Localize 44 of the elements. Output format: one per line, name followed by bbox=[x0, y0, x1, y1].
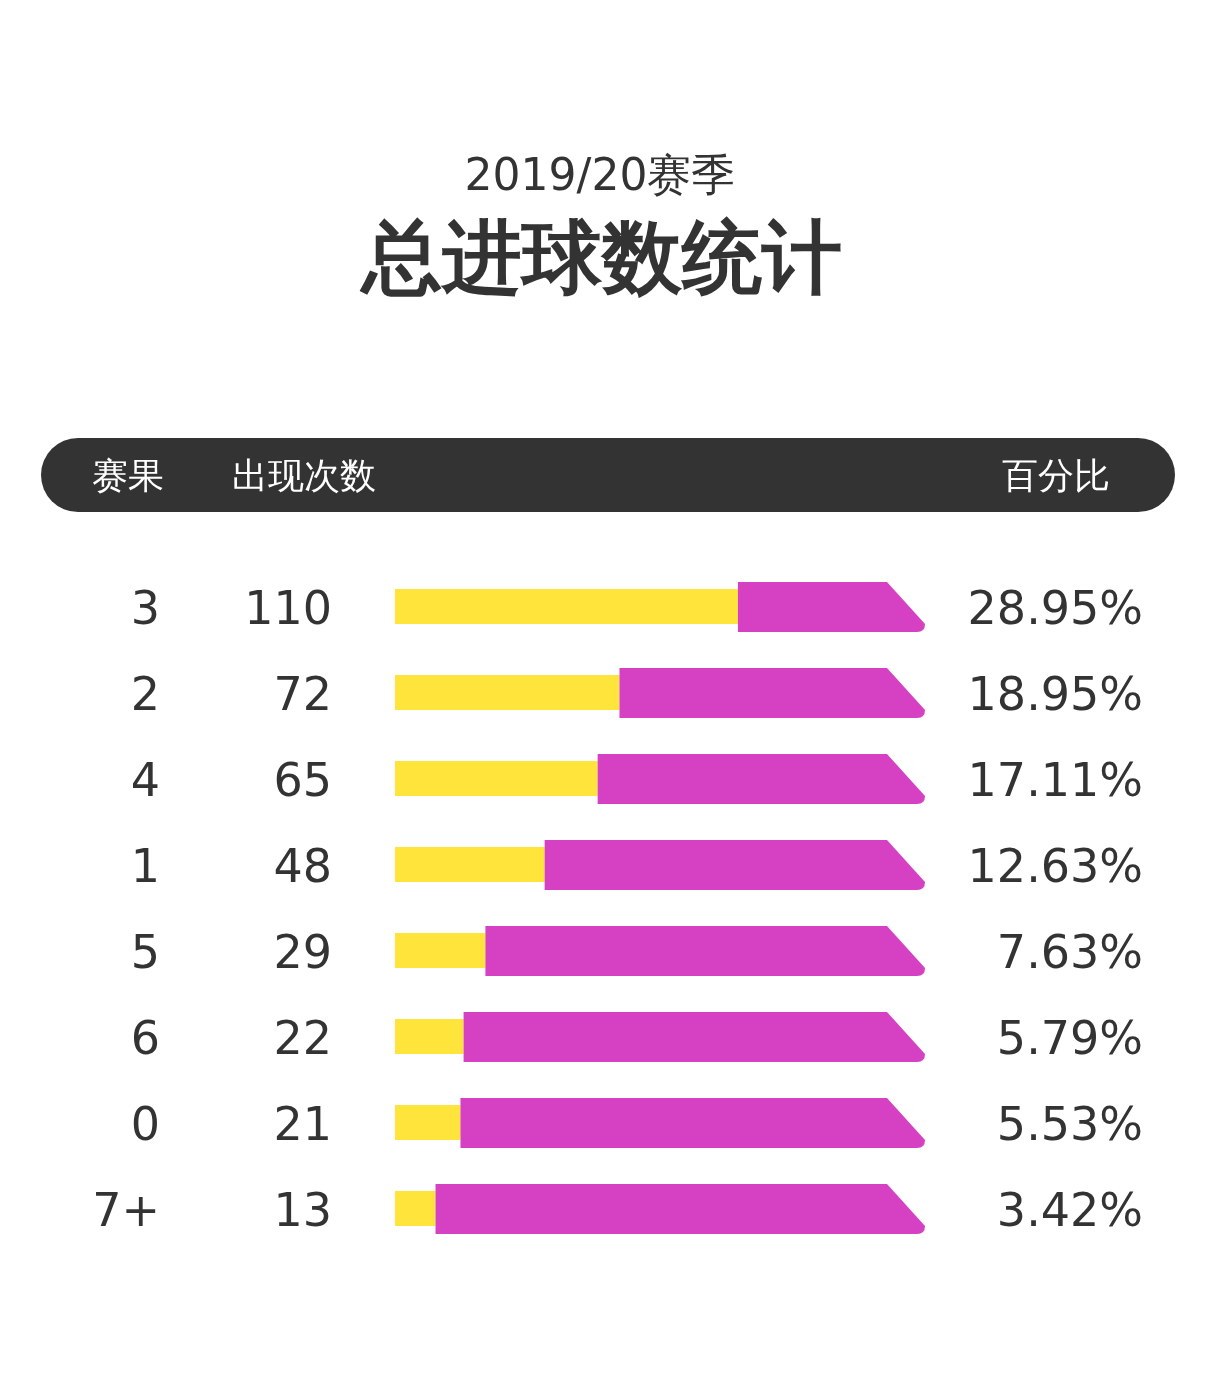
data-label: 72 bbox=[273, 667, 332, 721]
bar bbox=[485, 926, 925, 976]
chart-title: 总进球数统计 bbox=[359, 211, 842, 304]
y-tick-label: 1 bbox=[130, 839, 160, 893]
data-label: 29 bbox=[273, 925, 332, 979]
data-label: 13 bbox=[273, 1183, 332, 1237]
text: 5.79% bbox=[996, 1011, 1143, 1065]
y-tick-label: 6 bbox=[130, 1011, 160, 1065]
x-axis-title: 出现次数 bbox=[232, 455, 376, 496]
y-tick-label: 7+ bbox=[92, 1183, 160, 1237]
bar bbox=[435, 1184, 925, 1234]
text: 18.95% bbox=[967, 667, 1143, 721]
bar bbox=[395, 1019, 464, 1054]
bar bbox=[544, 840, 925, 890]
bar bbox=[395, 847, 545, 882]
bar bbox=[460, 1098, 925, 1148]
data-label: 48 bbox=[273, 839, 332, 893]
bar bbox=[597, 754, 925, 804]
y-tick-label: 0 bbox=[130, 1097, 160, 1151]
bar bbox=[619, 668, 925, 718]
data-label: 21 bbox=[273, 1097, 332, 1151]
bar bbox=[395, 1191, 436, 1226]
data-label: 65 bbox=[273, 753, 332, 807]
bar bbox=[395, 761, 598, 796]
text: 17.11% bbox=[967, 753, 1143, 807]
y-tick-label: 3 bbox=[130, 581, 160, 635]
bar bbox=[395, 675, 620, 710]
text: 百分比 bbox=[1002, 455, 1110, 496]
bar bbox=[463, 1012, 925, 1062]
bar bbox=[395, 589, 738, 624]
data-label: 22 bbox=[273, 1011, 332, 1065]
y-tick-label: 5 bbox=[130, 925, 160, 979]
data-label: 110 bbox=[244, 581, 332, 635]
text: 5.53% bbox=[996, 1097, 1143, 1151]
text: 7.63% bbox=[996, 925, 1143, 979]
y-tick-label: 4 bbox=[130, 753, 160, 807]
chart-subtitle: 2019/20赛季 bbox=[464, 149, 736, 200]
text: 12.63% bbox=[967, 839, 1143, 893]
bar bbox=[395, 933, 486, 968]
text: 28.95% bbox=[967, 581, 1143, 635]
text: 3.42% bbox=[996, 1183, 1143, 1237]
y-axis-title: 赛果 bbox=[92, 455, 164, 496]
y-tick-label: 2 bbox=[130, 667, 160, 721]
bar bbox=[395, 1105, 461, 1140]
